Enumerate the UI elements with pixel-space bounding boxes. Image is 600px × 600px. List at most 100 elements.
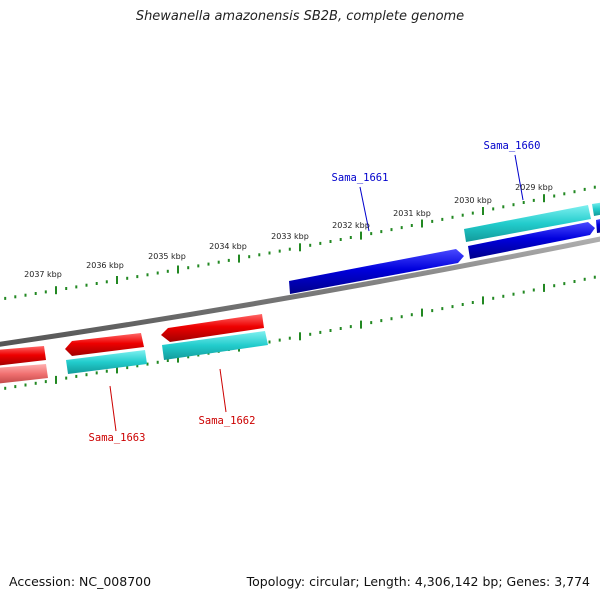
outer-ruler-tick-45	[451, 215, 454, 219]
tick-label-2034: 2034 kbp	[209, 242, 247, 251]
cds-forward-next[interactable]	[596, 218, 600, 233]
forward-strand-track	[289, 202, 600, 294]
outer-ruler-tick-18	[177, 265, 179, 274]
inner-ruler-tick-4	[34, 381, 37, 385]
inner-ruler-tick-14	[136, 364, 139, 368]
outer-ruler-tick-20	[197, 264, 200, 268]
outer-ruler-tick-28	[278, 249, 281, 253]
inner-ruler-tick-5	[44, 380, 47, 384]
gene-label-sama-1663[interactable]: Sama_1663	[89, 432, 146, 444]
outer-ruler-tick-19	[187, 266, 190, 270]
inner-ruler-tick-7	[65, 376, 68, 380]
callout-line-sama-1662	[219, 368, 227, 413]
inner-ruler-tick-13	[126, 366, 129, 370]
outer-ruler-tick-32	[319, 241, 322, 245]
tick-label-2036: 2036 kbp	[86, 261, 124, 270]
outer-ruler-tick-30	[299, 243, 301, 252]
inner-ruler-tick-46	[461, 303, 464, 306]
outer-ruler-tick-4	[34, 292, 37, 295]
inner-ruler-tick-59	[593, 275, 596, 279]
inner-ruler-tick-41	[410, 313, 413, 317]
outer-ruler-tick-44	[441, 217, 444, 221]
inner-ruler-tick-9	[85, 373, 88, 377]
cds-forward-sama-1661[interactable]	[289, 249, 464, 294]
outer-ruler-tick-37	[370, 232, 373, 236]
callout-line-sama-1661	[359, 186, 370, 232]
inner-ruler-tick-2	[14, 385, 17, 389]
feature-track-forward-next[interactable]	[592, 202, 600, 216]
outer-ruler-tick-49	[492, 207, 495, 211]
genome-backbone	[0, 236, 600, 347]
outer-ruler-tick-15	[146, 273, 149, 277]
outer-ruler-tick-50	[502, 205, 505, 209]
cds-reverse-left[interactable]	[0, 346, 46, 366]
gene-label-sama-1660[interactable]: Sama_1660	[484, 140, 541, 152]
inner-ruler-tick-51	[512, 292, 515, 296]
inner-ruler-tick-58	[583, 277, 586, 281]
inner-ruler-tick-36	[360, 320, 362, 329]
inner-ruler-tick-28	[278, 338, 281, 342]
outer-ruler-track	[4, 185, 596, 300]
callout-line-sama-1660	[514, 154, 524, 201]
inner-ruler-tick-1	[4, 386, 7, 390]
outer-ruler-tick-57	[573, 190, 576, 194]
gene-label-sama-1662[interactable]: Sama_1662	[199, 415, 256, 427]
inner-ruler-tick-8	[75, 374, 78, 378]
inner-ruler-tick-48	[482, 296, 484, 305]
outer-ruler-tick-6	[55, 286, 57, 295]
cds-forward-sama-1660[interactable]	[468, 222, 595, 259]
outer-ruler-tick-3	[24, 293, 27, 297]
inner-ruler-tick-53	[532, 288, 535, 292]
cds-reverse-sama-1663[interactable]	[65, 333, 144, 356]
tick-label-2030: 2030 kbp	[454, 196, 492, 205]
outer-ruler-tick-51	[512, 203, 515, 207]
inner-ruler-tick-39	[390, 317, 393, 321]
inner-ruler-tick-44	[441, 307, 444, 311]
outer-ruler-tick-43	[431, 219, 434, 223]
map-title: Shewanella amazonensis SB2B, complete ge…	[135, 9, 465, 24]
inner-ruler-tick-49	[492, 296, 495, 300]
outer-ruler-tick-41	[410, 224, 413, 227]
inner-ruler-tick-38	[380, 319, 383, 323]
inner-ruler-tick-3	[24, 383, 27, 387]
outer-ruler-tick-2	[14, 295, 17, 299]
outer-ruler-tick-48	[482, 207, 484, 215]
inner-ruler-tick-11	[105, 369, 108, 373]
outer-ruler-tick-39	[390, 228, 393, 232]
outer-ruler-tick-47	[471, 211, 474, 215]
outer-ruler-tick-9	[85, 283, 88, 287]
callout-line-sama-1663	[109, 385, 117, 432]
tick-label-2029: 2029 kbp	[515, 183, 553, 192]
feature-track-forward[interactable]	[464, 205, 591, 242]
feature-track-reverse-1662[interactable]	[162, 331, 268, 360]
inner-ruler-tick-42	[421, 308, 423, 317]
outer-ruler-tick-23	[227, 258, 230, 262]
outer-ruler-tick-22	[217, 260, 220, 264]
inner-ruler-tick-18	[177, 354, 179, 363]
outer-ruler-tick-10	[95, 282, 98, 285]
feature-track-reverse-1663[interactable]	[66, 350, 147, 374]
outer-ruler-tick-11	[105, 280, 108, 284]
inner-ruler-tick-50	[502, 294, 505, 298]
ruler-tick-labels: 2037 kbp 2036 kbp 2035 kbp 2034 kbp 2033…	[24, 183, 553, 279]
gene-label-sama-1661[interactable]: Sama_1661	[332, 172, 389, 184]
inner-ruler-tick-54	[543, 283, 545, 292]
inner-ruler-tick-33	[329, 329, 332, 332]
outer-ruler-tick-29	[288, 247, 291, 251]
tick-label-2033: 2033 kbp	[271, 232, 309, 241]
inner-ruler-tick-12	[116, 365, 118, 374]
outer-ruler-tick-54	[543, 194, 545, 203]
outer-ruler-tick-38	[380, 230, 383, 234]
inner-ruler-tick-31	[309, 332, 312, 336]
inner-ruler-tick-37	[370, 321, 373, 325]
inner-ruler-tick-57	[573, 280, 576, 283]
inner-ruler-tick-35	[349, 325, 352, 329]
inner-ruler-tick-19	[187, 355, 190, 359]
feature-track-reverse-left[interactable]	[0, 364, 48, 384]
inner-ruler-tick-6	[55, 375, 57, 384]
cds-reverse-sama-1662[interactable]	[161, 314, 264, 342]
inner-ruler-tick-52	[522, 290, 525, 294]
outer-ruler-tick-33	[329, 240, 332, 243]
outer-ruler-tick-42	[421, 219, 423, 228]
